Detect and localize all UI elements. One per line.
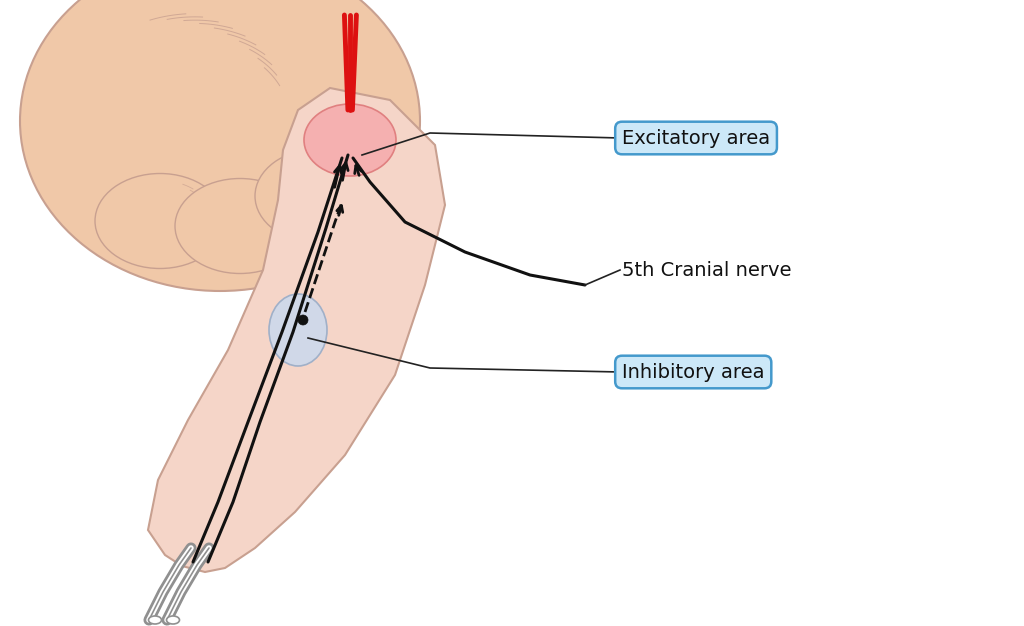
Ellipse shape — [304, 104, 396, 176]
Text: 5th Cranial nerve: 5th Cranial nerve — [622, 260, 792, 279]
Ellipse shape — [167, 616, 179, 624]
Ellipse shape — [20, 0, 420, 291]
Text: Inhibitory area: Inhibitory area — [622, 362, 765, 381]
Text: Excitatory area: Excitatory area — [622, 128, 770, 148]
Ellipse shape — [298, 315, 308, 325]
Ellipse shape — [148, 616, 162, 624]
Ellipse shape — [255, 148, 385, 244]
Polygon shape — [148, 88, 445, 572]
Ellipse shape — [175, 178, 305, 274]
Ellipse shape — [95, 173, 225, 269]
Ellipse shape — [269, 294, 327, 366]
